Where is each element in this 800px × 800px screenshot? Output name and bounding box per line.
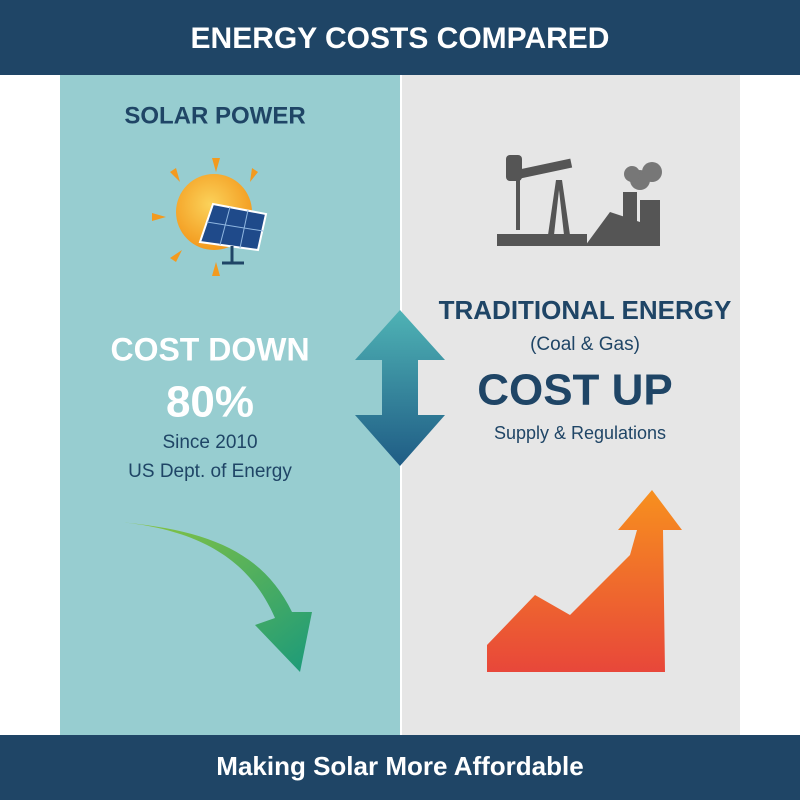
fossil-icon <box>497 155 662 246</box>
sun-icon <box>152 158 268 276</box>
solar-source: US Dept. of Energy <box>128 461 292 482</box>
title: ENERGY COSTS COMPARED <box>191 22 610 55</box>
header-bar <box>0 0 800 75</box>
compare-arrow <box>355 310 445 466</box>
traditional-reason: Supply & Regulations <box>494 423 666 443</box>
traditional-heading: TRADITIONAL ENERGY <box>439 295 732 325</box>
solar-heading: SOLAR POWER <box>124 102 305 129</box>
solar-since: Since 2010 <box>162 432 257 453</box>
solar-trend: COST DOWN <box>110 331 309 367</box>
up-arrow <box>487 490 682 672</box>
footer-text: Making Solar More Affordable <box>216 751 583 781</box>
traditional-subheading: (Coal & Gas) <box>530 334 640 355</box>
traditional-trend: COST UP <box>477 366 673 415</box>
solar-stat: 80% <box>166 378 254 427</box>
footer-bar <box>0 735 800 800</box>
down-arrow <box>120 522 312 672</box>
